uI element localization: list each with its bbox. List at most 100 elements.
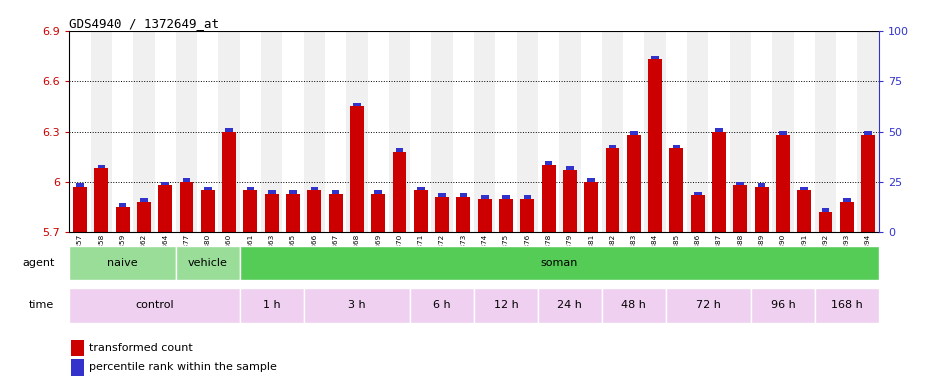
- Bar: [435, 197, 449, 232]
- Bar: [353, 103, 361, 106]
- Bar: [691, 195, 705, 232]
- Bar: [800, 187, 808, 190]
- Text: time: time: [30, 300, 55, 310]
- Bar: [606, 148, 620, 232]
- Bar: [772, 31, 794, 232]
- Bar: [758, 183, 765, 187]
- Bar: [819, 212, 832, 232]
- Bar: [627, 135, 641, 232]
- Bar: [268, 190, 276, 194]
- Bar: [176, 31, 197, 232]
- Text: 24 h: 24 h: [558, 300, 583, 310]
- Bar: [243, 190, 257, 232]
- Bar: [350, 106, 364, 232]
- Bar: [857, 31, 879, 232]
- Bar: [587, 178, 595, 182]
- Bar: [438, 194, 446, 197]
- Bar: [751, 31, 772, 232]
- Bar: [71, 359, 84, 376]
- Bar: [474, 31, 496, 232]
- Text: 96 h: 96 h: [771, 300, 796, 310]
- Bar: [538, 31, 560, 232]
- Text: percentile rank within the sample: percentile rank within the sample: [90, 362, 278, 372]
- Bar: [69, 288, 240, 323]
- Bar: [687, 31, 709, 232]
- Bar: [666, 288, 751, 323]
- Bar: [140, 199, 148, 202]
- Text: 1 h: 1 h: [263, 300, 280, 310]
- Bar: [179, 182, 193, 232]
- Bar: [222, 132, 236, 232]
- Bar: [609, 145, 616, 148]
- Bar: [672, 145, 680, 148]
- Bar: [581, 31, 602, 232]
- Bar: [460, 194, 467, 197]
- Bar: [346, 31, 367, 232]
- Bar: [585, 182, 598, 232]
- Text: 12 h: 12 h: [494, 300, 518, 310]
- Bar: [560, 31, 581, 232]
- Bar: [413, 190, 427, 232]
- Bar: [158, 185, 172, 232]
- Bar: [154, 31, 176, 232]
- Bar: [538, 288, 602, 323]
- Bar: [815, 288, 879, 323]
- Bar: [240, 246, 879, 280]
- Bar: [375, 190, 382, 194]
- Bar: [836, 31, 857, 232]
- Bar: [137, 202, 151, 232]
- Bar: [524, 195, 531, 199]
- Bar: [69, 31, 91, 232]
- Bar: [630, 131, 637, 135]
- Bar: [755, 187, 769, 232]
- Bar: [502, 195, 510, 199]
- Bar: [545, 161, 552, 165]
- Bar: [566, 167, 574, 170]
- Text: 72 h: 72 h: [696, 300, 721, 310]
- Bar: [396, 148, 403, 152]
- Bar: [602, 288, 666, 323]
- Bar: [282, 31, 303, 232]
- Bar: [367, 31, 388, 232]
- Bar: [776, 135, 790, 232]
- Bar: [332, 190, 339, 194]
- Bar: [715, 128, 722, 132]
- Bar: [666, 31, 687, 232]
- Bar: [176, 246, 240, 280]
- Bar: [670, 148, 684, 232]
- Bar: [307, 190, 321, 232]
- Bar: [218, 31, 240, 232]
- Bar: [736, 182, 744, 185]
- Bar: [496, 31, 517, 232]
- Bar: [91, 31, 112, 232]
- Text: control: control: [135, 300, 174, 310]
- Bar: [481, 195, 488, 199]
- Bar: [410, 288, 474, 323]
- Bar: [94, 169, 108, 232]
- Bar: [542, 165, 556, 232]
- Bar: [431, 31, 452, 232]
- Text: GDS4940 / 1372649_at: GDS4940 / 1372649_at: [69, 17, 219, 30]
- Bar: [478, 199, 491, 232]
- Bar: [457, 197, 470, 232]
- Text: 48 h: 48 h: [622, 300, 647, 310]
- Text: 6 h: 6 h: [433, 300, 450, 310]
- Bar: [183, 178, 191, 182]
- Text: vehicle: vehicle: [188, 258, 228, 268]
- Bar: [69, 246, 176, 280]
- Bar: [517, 31, 538, 232]
- Bar: [303, 31, 325, 232]
- Bar: [694, 192, 701, 195]
- Bar: [204, 187, 212, 190]
- Bar: [371, 194, 385, 232]
- Bar: [843, 199, 851, 202]
- Bar: [226, 128, 233, 132]
- Bar: [73, 187, 87, 232]
- Bar: [751, 288, 815, 323]
- Text: 3 h: 3 h: [348, 300, 365, 310]
- Bar: [388, 31, 410, 232]
- Bar: [286, 194, 300, 232]
- Bar: [116, 207, 130, 232]
- Bar: [712, 132, 726, 232]
- Bar: [648, 59, 662, 232]
